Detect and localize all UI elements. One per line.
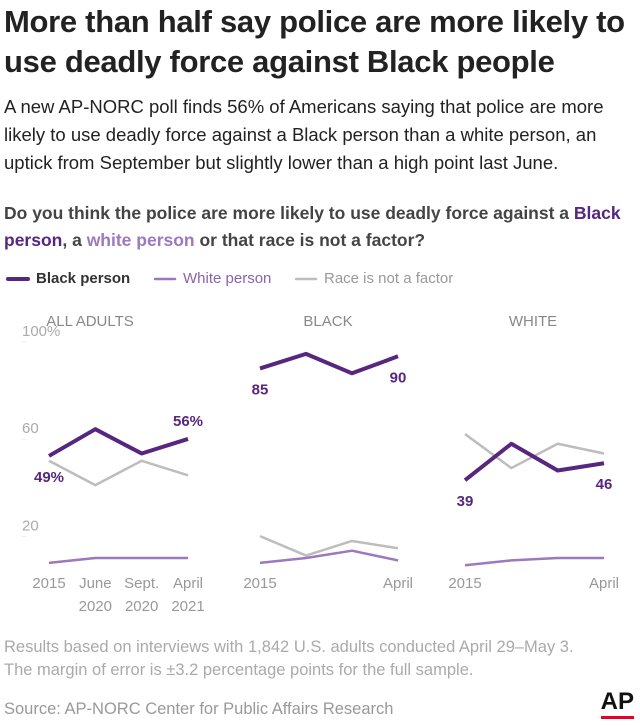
panel-title: WHITE	[509, 313, 557, 330]
data-label: 46	[596, 476, 613, 493]
data-label: 49%	[34, 469, 64, 486]
charts: Black person White person Race is not a fa…	[6, 270, 619, 615]
x-tick-label: 2015	[448, 575, 481, 592]
series-line	[463, 441, 605, 482]
question-text: Do you think the police are more likely …	[4, 203, 574, 223]
data-label: 85	[252, 381, 269, 398]
title: More than half say police are more likel…	[4, 4, 625, 79]
y-tick-label: 100%	[22, 323, 60, 340]
source: Source: AP-NORC Center for Public Affair…	[4, 700, 394, 718]
legend-label: Race is not a factor	[324, 270, 453, 287]
question-text: or that race is not a factor?	[194, 230, 426, 250]
data-label: 90	[390, 369, 407, 386]
x-tick-label: 2015	[32, 575, 65, 592]
note: The margin of error is ±3.2 percentage p…	[4, 661, 474, 679]
y-tick-label: 60	[22, 420, 39, 437]
series-line	[464, 556, 604, 567]
notes: Results based on interviews with 1,842 U…	[4, 636, 574, 682]
legend-label: Black person	[36, 270, 130, 287]
question: Do you think the police are more likely …	[4, 200, 636, 254]
series-line	[259, 351, 399, 376]
subtitle: A new AP-NORC poll finds 56% of American…	[4, 96, 604, 173]
y-tick-label: 20	[22, 517, 39, 534]
credit-logo: AP	[600, 688, 634, 719]
data-label: 39	[457, 493, 474, 510]
panel-title: BLACK	[303, 313, 352, 330]
question-text: , a	[62, 230, 87, 250]
series-line	[48, 459, 189, 487]
panel-title: ALL ADULTS	[46, 313, 134, 330]
series-line	[48, 556, 188, 565]
x-tick-label: Sept. 2020	[124, 575, 159, 615]
question-highlight: white person	[86, 230, 195, 250]
x-tick-label: April	[589, 575, 619, 592]
note: Results based on interviews with 1,842 U…	[4, 638, 574, 656]
x-tick-label: 2015	[243, 575, 276, 592]
data-label: 56%	[173, 413, 203, 430]
legend-label: White person	[183, 270, 271, 287]
series-line	[259, 549, 399, 565]
x-tick-label: June 2020	[79, 575, 112, 615]
x-tick-label: April 2021	[171, 575, 204, 615]
series-line	[48, 427, 189, 458]
series-line	[259, 534, 399, 557]
x-tick-label: April	[383, 575, 413, 592]
question-highlight: Black person	[4, 203, 621, 250]
